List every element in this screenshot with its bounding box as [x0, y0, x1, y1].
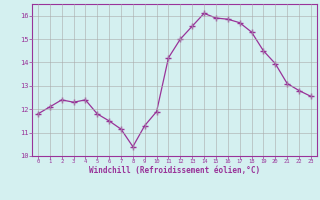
X-axis label: Windchill (Refroidissement éolien,°C): Windchill (Refroidissement éolien,°C) — [89, 166, 260, 175]
